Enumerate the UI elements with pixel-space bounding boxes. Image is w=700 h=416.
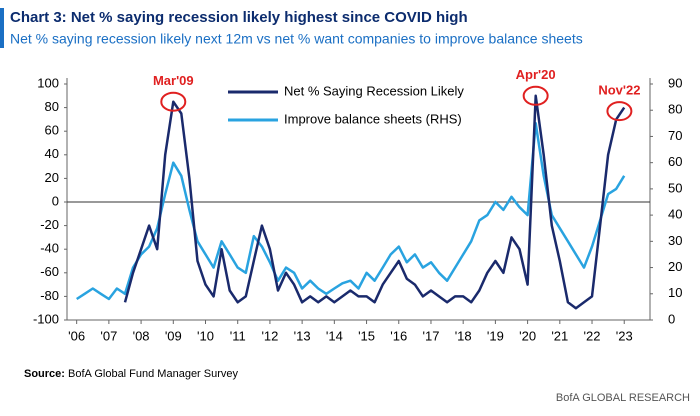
x-tick-label: '19: [487, 328, 504, 343]
y-tick-label: 20: [45, 170, 59, 185]
y2-tick-label: 30: [668, 233, 682, 248]
annotation-label: Nov'22: [598, 83, 640, 98]
source: Source: BofA Global Fund Manager Survey: [24, 368, 239, 380]
x-tick-label: '22: [584, 328, 601, 343]
annotation-label: Mar'09: [153, 73, 194, 88]
annotation-circle: [160, 91, 187, 112]
x-tick-label: '08: [133, 328, 150, 343]
y2-tick-label: 20: [668, 259, 682, 274]
y2-tick-label: 70: [668, 128, 682, 143]
y-tick-label: -20: [40, 217, 59, 232]
chart-title: Chart 3: Net % saying recession likely h…: [10, 9, 468, 26]
x-tick-label: '09: [165, 328, 182, 343]
x-tick-label: '18: [455, 328, 472, 343]
x-tick-label: '13: [294, 328, 311, 343]
chart-subtitle: Net % saying recession likely next 12m v…: [10, 31, 583, 47]
source-label: Source:: [24, 368, 65, 380]
y-tick-label: 0: [52, 193, 59, 208]
annotation-circle: [522, 85, 549, 106]
y-tick-label: 40: [45, 146, 59, 161]
x-tick-label: '23: [616, 328, 633, 343]
x-tick-label: '15: [358, 328, 375, 343]
y2-tick-label: 40: [668, 207, 682, 222]
annotation-circle: [606, 101, 633, 122]
y2-tick-label: 80: [668, 102, 682, 117]
x-tick-label: '12: [261, 328, 278, 343]
x-tick-label: '10: [197, 328, 214, 343]
y-tick-label: 60: [45, 123, 59, 138]
y-tick-label: 80: [45, 99, 59, 114]
x-tick-label: '11: [230, 328, 246, 343]
x-tick-label: '17: [422, 328, 439, 343]
x-tick-label: '14: [326, 328, 343, 343]
y2-tick-label: 60: [668, 154, 682, 169]
footer: BofA GLOBAL RESEARCH: [556, 392, 690, 404]
x-tick-label: '16: [390, 328, 407, 343]
title-bar: [0, 8, 4, 48]
y-tick-label: -40: [40, 241, 59, 256]
y2-tick-label: 50: [668, 180, 682, 195]
y2-tick-label: 10: [668, 285, 682, 300]
y-tick-label: -60: [40, 264, 59, 279]
y2-tick-label: 90: [668, 75, 682, 90]
y-tick-label: -100: [33, 311, 59, 326]
source-text: BofA Global Fund Manager Survey: [68, 368, 238, 380]
series-line: [123, 94, 626, 310]
legend-label: Improve balance sheets (RHS): [284, 111, 462, 126]
x-tick-label: '21: [551, 328, 568, 343]
x-tick-label: '06: [68, 328, 85, 343]
y-tick-label: -80: [40, 288, 59, 303]
y-tick-label: 100: [37, 75, 59, 90]
legend-label: Net % Saying Recession Likely: [284, 83, 464, 98]
annotation-label: Apr'20: [516, 67, 556, 82]
x-tick-label: '20: [519, 328, 536, 343]
y2-tick-label: 0: [668, 311, 675, 326]
x-tick-label: '07: [100, 328, 117, 343]
